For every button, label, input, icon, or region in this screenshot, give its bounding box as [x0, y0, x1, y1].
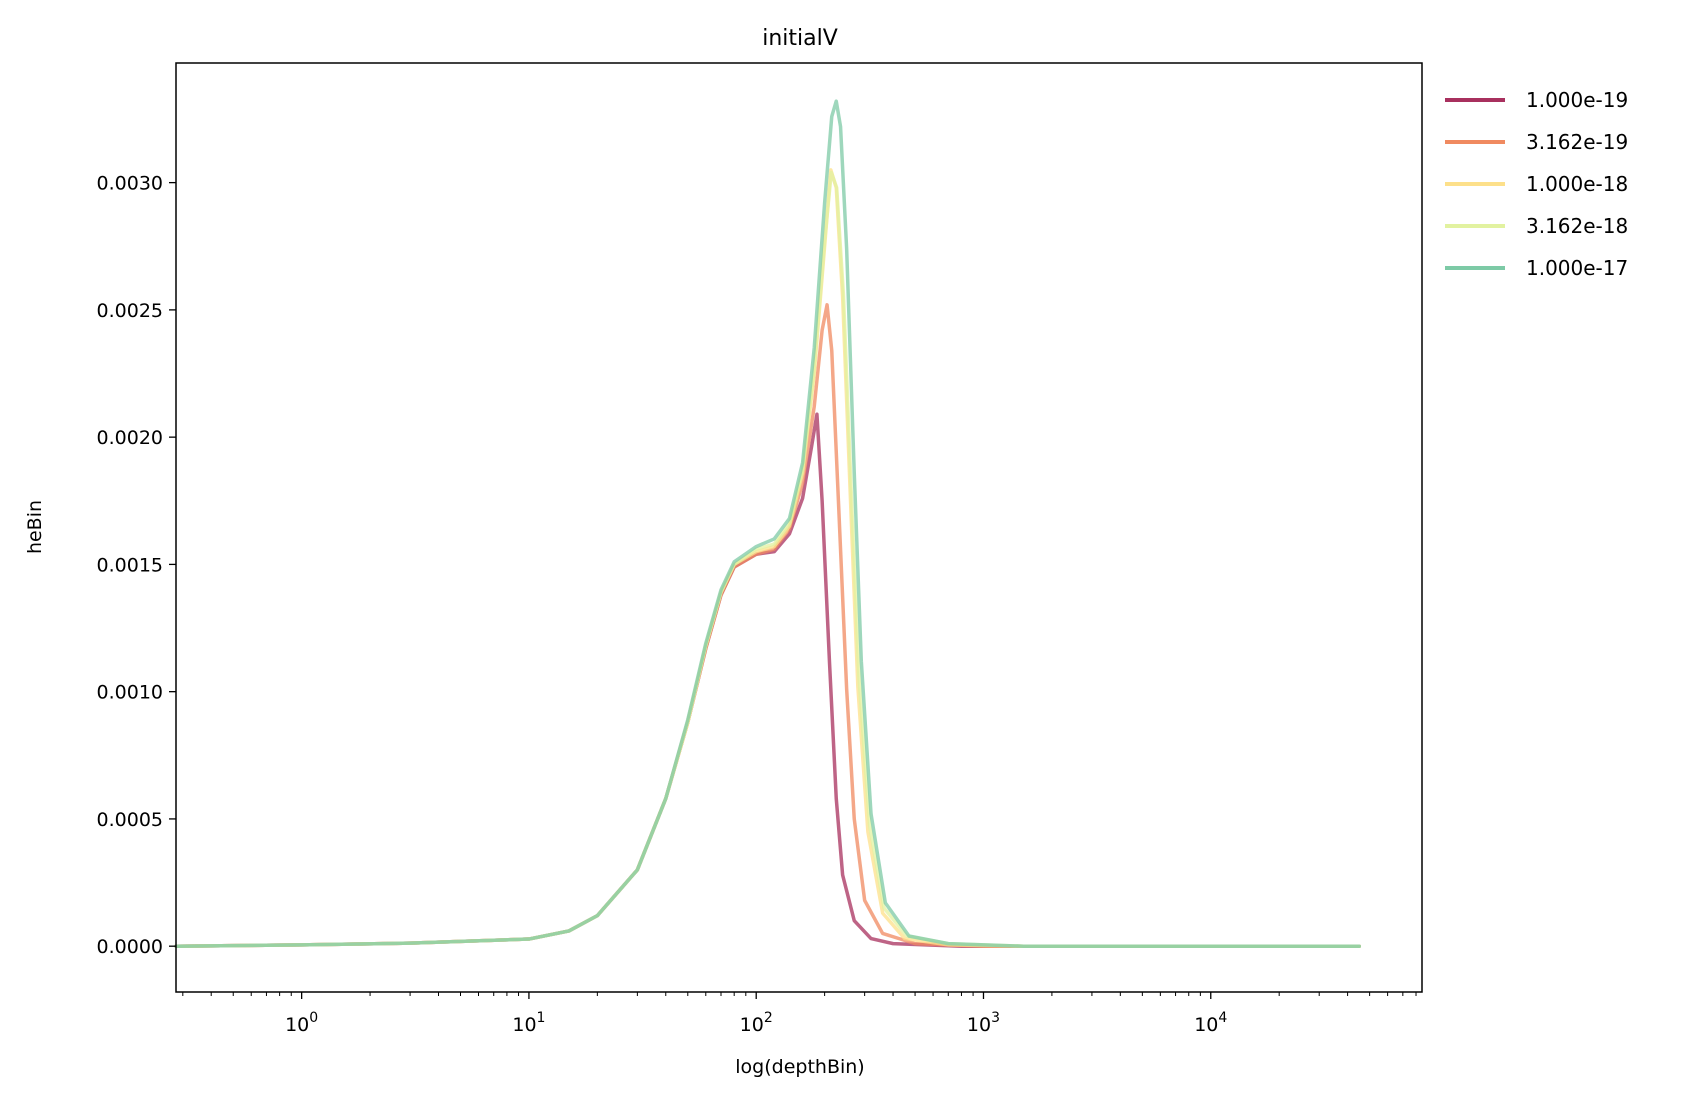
chart-title: initialV — [762, 26, 838, 51]
x-tick-label: 100 — [285, 1010, 318, 1036]
legend: 1.000e-19 3.162e-19 1.000e-18 3.162e-18 1.00… — [1445, 88, 1628, 280]
x-tick-label: 102 — [740, 1010, 773, 1036]
x-axis: 100 101 102 103 104 — [182, 992, 1417, 1036]
plot-frame — [175, 62, 1423, 993]
y-tick-label: 0.0030 — [97, 173, 163, 195]
y-tick-label: 0.0015 — [97, 554, 163, 576]
x-tick-label: 104 — [1194, 1010, 1227, 1036]
x-tick-label: 103 — [967, 1010, 1000, 1036]
y-tick-label: 0.0010 — [97, 682, 163, 704]
x-axis-label: log(depthBin) — [735, 1056, 864, 1078]
legend-label: 1.000e-18 — [1526, 172, 1628, 196]
legend-label: 1.000e-19 — [1526, 88, 1628, 112]
y-tick-label: 0.0020 — [97, 427, 163, 449]
legend-label: 3.162e-18 — [1526, 214, 1628, 238]
x-tick-label: 101 — [512, 1010, 545, 1036]
y-tick-label: 0.0025 — [97, 300, 163, 322]
series-layer — [174, 99, 1361, 948]
legend-label: 1.000e-17 — [1526, 256, 1628, 280]
y-axis-label: heBin — [24, 500, 46, 554]
legend-label: 3.162e-19 — [1526, 130, 1628, 154]
series-line-5 — [174, 99, 1361, 948]
y-axis: 0.0000 0.0005 0.0010 0.0015 0.0020 0.0025 0.00… — [97, 173, 176, 958]
y-tick-label: 0.0000 — [97, 936, 163, 958]
y-tick-label: 0.0005 — [97, 809, 163, 831]
